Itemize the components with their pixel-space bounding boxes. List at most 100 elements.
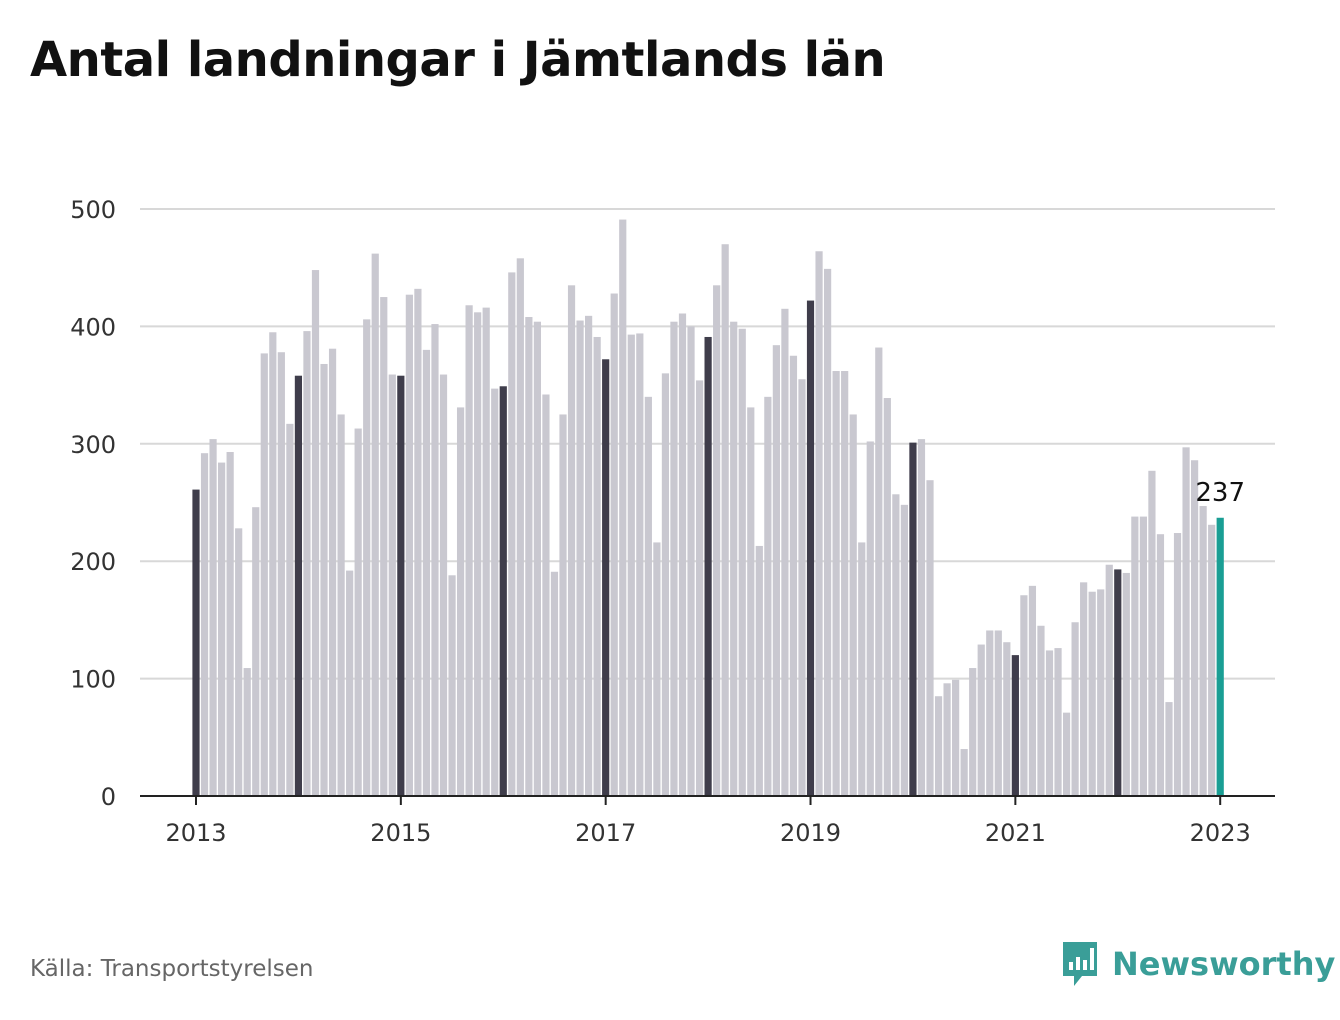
bar	[926, 480, 934, 796]
bar	[1028, 585, 1037, 796]
bar	[286, 423, 294, 796]
x-tick-label: 2017	[575, 819, 636, 847]
bar	[371, 253, 379, 796]
bar	[875, 347, 883, 796]
bar	[610, 293, 618, 796]
bar	[559, 414, 567, 796]
bar	[619, 219, 627, 797]
bar	[670, 321, 678, 796]
bar	[303, 331, 311, 796]
bar	[1190, 460, 1199, 796]
bar	[1020, 595, 1028, 796]
bar	[456, 407, 465, 796]
axes	[140, 795, 1275, 805]
bar	[1199, 506, 1207, 796]
y-tick-label: 200	[70, 548, 116, 576]
bar	[636, 333, 644, 796]
bar	[806, 300, 815, 796]
bar	[1088, 591, 1096, 796]
bar	[900, 504, 909, 796]
bar	[1173, 533, 1182, 796]
bar	[713, 285, 721, 796]
x-tick-label: 2019	[780, 819, 841, 847]
bar	[405, 294, 413, 796]
bar	[533, 321, 541, 796]
bar	[465, 305, 473, 796]
bar	[644, 396, 652, 796]
bar	[474, 312, 482, 796]
bar	[192, 489, 200, 796]
bar	[798, 379, 806, 796]
y-tick-label: 500	[70, 196, 116, 224]
bar	[764, 396, 772, 796]
bar	[823, 268, 832, 796]
brand-logo: Newsworthy	[1060, 940, 1335, 988]
bar	[482, 307, 490, 796]
bar	[277, 352, 285, 796]
bar	[678, 313, 687, 796]
bar	[431, 324, 439, 796]
bar	[687, 326, 695, 796]
bar	[235, 528, 243, 796]
bar	[1156, 534, 1165, 796]
bar	[934, 696, 943, 796]
bar	[781, 308, 789, 796]
bar	[209, 439, 217, 796]
bar	[380, 297, 388, 796]
bar	[260, 353, 268, 796]
bar	[892, 494, 900, 796]
bar-chart: 0 100 200 300 400 500 2013 2015 2017 2019 2021 2023…	[70, 196, 1275, 847]
bar	[952, 679, 960, 796]
y-tick-label: 300	[70, 431, 116, 459]
bar	[269, 332, 277, 796]
bar	[721, 244, 729, 797]
bar	[508, 272, 516, 796]
bar	[1131, 516, 1139, 796]
bar	[448, 575, 456, 796]
newsworthy-logo-icon	[1063, 942, 1097, 986]
x-tick-label: 2021	[985, 819, 1046, 847]
bar	[832, 371, 840, 796]
bar	[550, 571, 559, 796]
bar	[1045, 650, 1054, 796]
bar	[755, 545, 763, 796]
x-tick-label: 2013	[165, 819, 226, 847]
bar	[542, 394, 550, 796]
bar	[866, 441, 874, 796]
bar	[422, 349, 431, 796]
bar	[1062, 712, 1071, 796]
bar	[397, 375, 405, 796]
bar	[943, 683, 951, 796]
bar	[841, 371, 849, 796]
latest-value-label: 237	[1195, 478, 1245, 508]
bar	[1114, 569, 1122, 796]
bar	[1071, 622, 1079, 796]
x-tick-label: 2015	[370, 819, 431, 847]
bar	[858, 542, 866, 796]
bar	[986, 630, 994, 796]
bar	[704, 336, 712, 796]
bar	[346, 570, 354, 796]
bar	[747, 407, 755, 796]
bar	[243, 668, 251, 796]
bar	[661, 373, 670, 796]
bar	[567, 285, 576, 796]
y-tick-label: 400	[70, 313, 116, 341]
bar	[439, 374, 448, 796]
bar	[252, 507, 260, 796]
bar	[354, 428, 362, 796]
bar	[1097, 589, 1105, 796]
bar	[653, 542, 661, 796]
bar	[499, 386, 507, 796]
bar	[1054, 648, 1062, 796]
bar	[491, 388, 499, 796]
bar	[226, 452, 234, 796]
bar	[525, 317, 533, 796]
bar	[1165, 702, 1173, 796]
bar	[627, 334, 635, 796]
bar	[585, 315, 593, 796]
bar	[849, 414, 857, 796]
bar	[414, 288, 422, 796]
bar	[516, 258, 524, 797]
bars	[192, 219, 1224, 797]
